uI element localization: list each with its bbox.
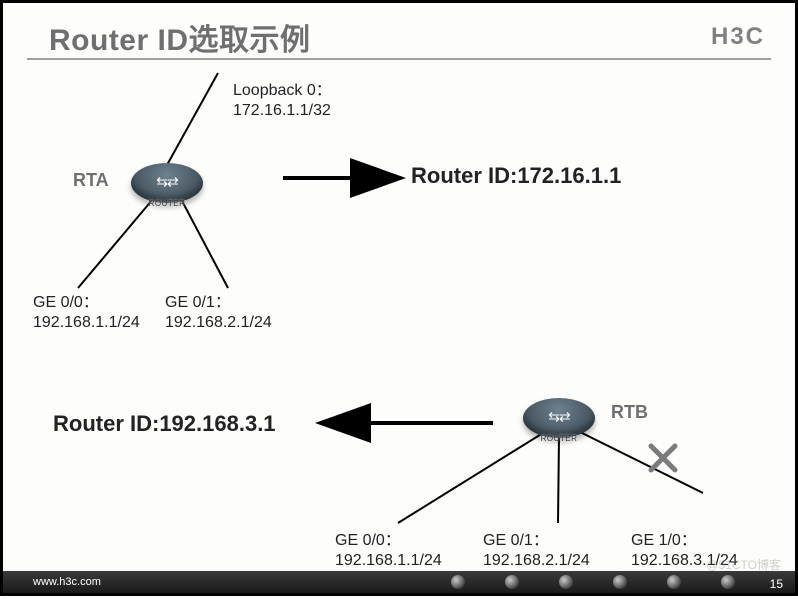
- if-addr: 192.168.1.1/24: [33, 314, 140, 331]
- rta-result: Router ID:172.16.1.1: [411, 163, 621, 189]
- footer-url: www.h3c.com: [33, 576, 101, 588]
- watermark: @51CTO博客: [706, 556, 781, 573]
- if-name: Loopback 0: [233, 82, 316, 99]
- rta-label: RTA: [73, 169, 109, 192]
- footer-dot: [559, 575, 573, 589]
- router-icon: ⇆⇄: [523, 398, 595, 438]
- if-addr: 192.168.2.1/24: [165, 314, 272, 331]
- if-addr: 192.168.1.1/24: [335, 552, 442, 569]
- if-name: GE 1/0: [631, 532, 681, 549]
- router-device-label: ROUTER: [149, 199, 186, 208]
- brand-logo: H3C: [711, 23, 765, 51]
- rta-ge00-label: GE 0/0： 192.168.1.1/24: [33, 293, 140, 333]
- rtb-label: RTB: [611, 401, 648, 424]
- rta-ge01-label: GE 0/1： 192.168.2.1/24: [165, 293, 272, 333]
- footer-dot: [721, 575, 735, 589]
- rta-loopback0-label: Loopback 0： 172.16.1.1/32: [233, 81, 332, 121]
- title-underline: [27, 58, 771, 60]
- router-icon: ⇆⇄: [131, 163, 203, 203]
- rtb-ge00-label: GE 0/0： 192.168.1.1/24: [335, 531, 442, 571]
- router-device-label: ROUTER: [541, 434, 578, 443]
- page-number: 15: [770, 577, 783, 591]
- if-name: GE 0/1: [483, 532, 533, 549]
- router-rtb: ⇆⇄ ROUTER: [523, 398, 595, 438]
- footer-dot: [505, 575, 519, 589]
- if-addr: 172.16.1.1/32: [233, 102, 331, 119]
- router-arrows-icon: ⇆⇄: [548, 409, 569, 426]
- footer-dot: [667, 575, 681, 589]
- footer-dots: [451, 575, 735, 589]
- footer-dot: [451, 575, 465, 589]
- if-name: GE 0/1: [165, 294, 215, 311]
- router-arrows-icon: ⇆⇄: [156, 174, 177, 191]
- footer-bar: www.h3c.com: [3, 571, 795, 593]
- rtb-ge01-label: GE 0/1： 192.168.2.1/24: [483, 531, 590, 571]
- rtb-result: Router ID:192.168.3.1: [53, 411, 276, 437]
- if-name: GE 0/0: [33, 294, 83, 311]
- router-rta: ⇆⇄ ROUTER: [131, 163, 203, 203]
- if-name: GE 0/0: [335, 532, 385, 549]
- slide-title: Router ID选取示例: [49, 15, 311, 59]
- if-addr: 192.168.2.1/24: [483, 552, 590, 569]
- footer-dot: [613, 575, 627, 589]
